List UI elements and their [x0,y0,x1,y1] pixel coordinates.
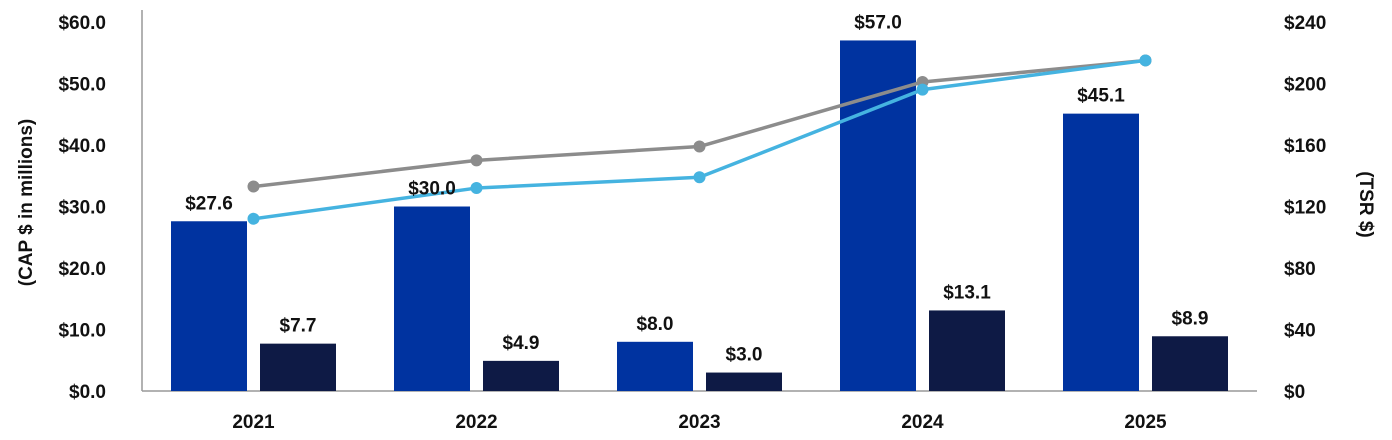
left-tick-label: $10.0 [58,321,106,342]
left-axis-ticks: $0.0 $10.0 $20.0 $30.0 $40.0 $50.0 $60.0 [58,13,106,403]
bar-series-1-2022 [394,206,470,391]
marker-blue-line-2025 [1139,54,1152,67]
left-tick-label: $0.0 [69,382,106,403]
left-tick-label: $30.0 [58,198,106,219]
marker-gray-line-2021 [247,180,260,193]
left-tick-label: $60.0 [58,13,106,34]
right-tick-label: $0 [1284,382,1305,403]
right-tick-label: $40 [1284,321,1316,342]
bar-series-2-2024 [929,310,1005,391]
bar-data-label: $45.1 [1077,86,1125,107]
left-axis-title: (CAP $ in millions) [16,119,37,287]
bar-series-2-2023 [706,372,782,391]
marker-blue-line-2022 [470,182,483,195]
x-tick-label: 2025 [1124,412,1167,433]
bar-series-2-2021 [260,343,336,391]
bar-data-label: $3.0 [726,345,763,366]
left-tick-label: $50.0 [58,75,106,96]
bar-series-2-2022 [483,360,559,391]
bar-data-label: $4.9 [503,333,540,354]
lines [247,54,1152,225]
line-blue-line [253,58,1146,221]
right-tick-label: $160 [1284,136,1326,157]
bar-data-label: $30.0 [408,179,456,200]
marker-gray-line-2023 [693,140,706,153]
bar-data-label: $8.0 [637,314,674,335]
bar-series-1-2021 [171,221,247,391]
marker-blue-line-2021 [247,212,260,225]
right-axis-ticks: $0 $40 $80 $120 $160 $200 $240 [1284,13,1326,403]
bar-data-label: $13.1 [943,282,991,303]
bar-labels: $27.6 $30.0 $8.0 $57.0 $45.1 $7.7 $4.9 $3.0 $13.… [185,12,1208,365]
bar-data-label: $7.7 [280,316,317,337]
bar-data-label: $8.9 [1172,308,1209,329]
right-axis-title: (TSR $) [1355,171,1376,238]
bar-series-1-2025 [1063,113,1139,391]
right-tick-label: $80 [1284,259,1316,280]
bar-data-label: $57.0 [854,12,902,33]
left-tick-label: $20.0 [58,259,106,280]
marker-gray-line-2022 [470,154,483,167]
x-tick-label: 2024 [901,412,944,433]
right-tick-label: $200 [1284,75,1326,96]
x-tick-label: 2023 [678,412,720,433]
marker-blue-line-2023 [693,171,706,184]
x-axis-labels: 2021 2022 2023 2024 2025 [232,412,1167,433]
left-tick-label: $40.0 [58,136,106,157]
x-tick-label: 2021 [232,412,275,433]
bars [171,40,1228,391]
right-tick-label: $240 [1284,13,1326,34]
bar-series-1-2023 [617,341,693,391]
bar-data-label: $27.6 [185,193,233,214]
x-tick-label: 2022 [455,412,497,433]
marker-blue-line-2024 [916,83,929,96]
right-tick-label: $120 [1284,198,1326,219]
bar-series-2-2025 [1152,336,1228,391]
